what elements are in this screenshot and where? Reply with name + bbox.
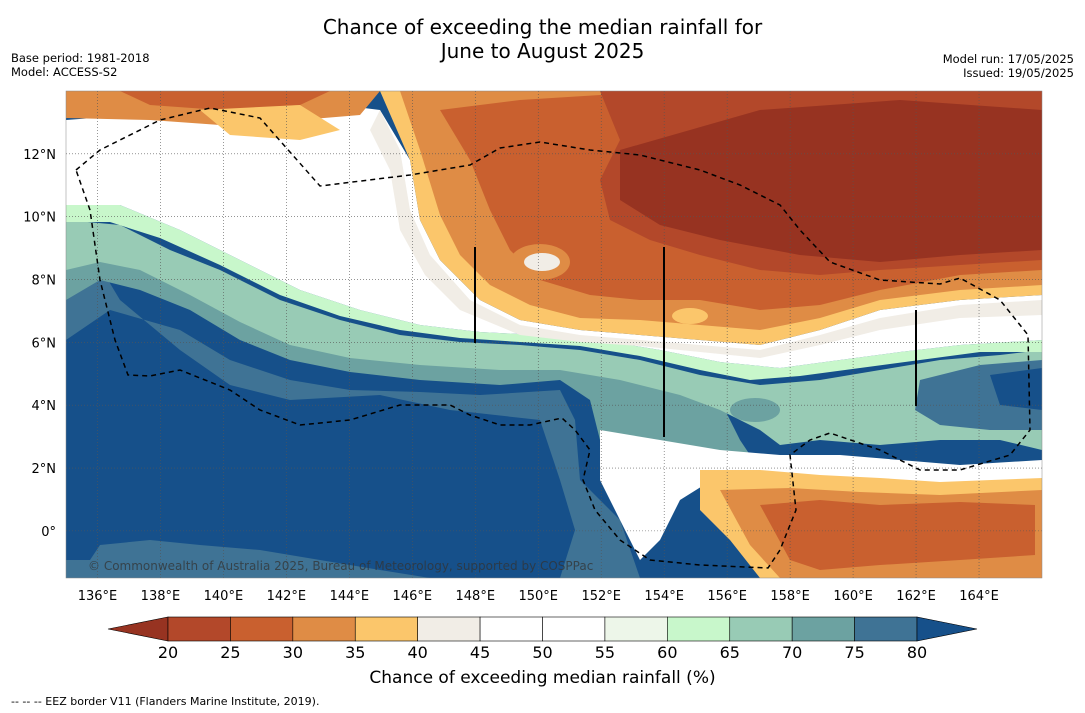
colorbar-tick-label: 40: [407, 643, 427, 662]
gridlines: [66, 91, 1042, 578]
lon-tick-label: 158°E: [770, 589, 810, 604]
colorbar-tick-label: 80: [907, 643, 927, 662]
lon-tick-label: 146°E: [393, 589, 433, 604]
lon-tick-label: 136°E: [78, 589, 118, 604]
map-title: Chance of exceeding the median rainfall …: [0, 15, 1085, 63]
lon-tick-label: 162°E: [896, 589, 936, 604]
colorbar-swatch: [417, 616, 481, 642]
colorbar-under-arrow: [107, 616, 169, 642]
contour-band-under: [620, 100, 1042, 262]
colorbar-tick-label: 30: [283, 643, 303, 662]
lon-tick-label: 164°E: [959, 589, 999, 604]
lon-tick-label: 144°E: [330, 589, 370, 604]
contour-band-50-south: [600, 430, 1042, 560]
colorbar-swatch: [604, 616, 668, 642]
colorbar-tick-label: 55: [595, 643, 615, 662]
colorbar-tick-label: 60: [657, 643, 677, 662]
lat-tick-label: 12°N: [23, 148, 56, 163]
lon-tick-label: 138°E: [141, 589, 181, 604]
colorbar-label: Chance of exceeding median rainfall (%): [369, 668, 716, 688]
colorbar-tick-label: 45: [470, 643, 490, 662]
colorbar-tick-label: 35: [345, 643, 365, 662]
colorbar-tick-label: 70: [782, 643, 802, 662]
lon-tick-label: 154°E: [644, 589, 684, 604]
lon-tick-label: 160°E: [833, 589, 873, 604]
colorbar-swatch: [667, 616, 731, 642]
lon-tick-label: 148°E: [456, 589, 496, 604]
latitude-labels: 12°N 10°N 8°N 6°N 4°N 2°N 0°: [23, 148, 56, 540]
colorbar-swatch: [791, 616, 855, 642]
contour-band-25-nw: [120, 91, 330, 110]
lat-tick-label: 10°N: [23, 211, 56, 226]
model-run-text: Model run: 17/05/2025: [942, 52, 1074, 66]
model-text: Model: ACCESS-S2: [11, 65, 118, 79]
colorbar-swatch: [542, 616, 606, 642]
colorbar-tick-label: 75: [844, 643, 864, 662]
colorbar-tick-label: 50: [532, 643, 552, 662]
lon-tick-label: 156°E: [707, 589, 747, 604]
lat-tick-label: 0°: [41, 525, 56, 540]
map-plot-area: © Commonwealth of Australia 2025, Bureau…: [66, 91, 1042, 578]
copyright-text: © Commonwealth of Australia 2025, Bureau…: [88, 559, 593, 573]
hotspot-inner: [524, 253, 560, 271]
lat-tick-label: 6°N: [32, 336, 57, 351]
eez-border: [75, 107, 1031, 569]
contour-band-80-east: [990, 368, 1042, 410]
lon-tick-label: 150°E: [518, 589, 558, 604]
contour-band-50: [66, 100, 1042, 368]
contour-band-75: [66, 210, 640, 578]
lon-tick-label: 142°E: [267, 589, 307, 604]
colorbar-swatch: [729, 616, 793, 642]
lat-tick-label: 4°N: [32, 399, 57, 414]
meta-right: Model run: 17/05/2025 Issued: 19/05/2025: [943, 52, 1074, 80]
title-line-1: Chance of exceeding the median rainfall …: [322, 15, 763, 39]
lat-tick-label: 8°N: [32, 274, 57, 289]
map-frame: [65, 90, 1043, 579]
colorbar-tick-label: 20: [158, 643, 178, 662]
contour-band-65: [66, 220, 1042, 450]
blue-patch: [730, 398, 780, 422]
colorbar-over-arrow: [916, 616, 978, 642]
colorbar-swatch: [230, 616, 294, 642]
colorbar-swatch: [167, 616, 231, 642]
hotspot-east: [672, 308, 708, 324]
issued-text: Issued: 19/05/2025: [963, 66, 1074, 80]
lon-tick-label: 152°E: [581, 589, 621, 604]
meta-left: Base period: 1981-2018 Model: ACCESS-S2: [11, 51, 150, 79]
longitude-labels: 136°E 138°E 140°E 142°E 144°E 146°E 148°E 150°E…: [78, 589, 999, 604]
colorbar-swatch: [292, 616, 356, 642]
contour-band-25-south: [760, 500, 1035, 570]
colorbar-swatch: [479, 616, 543, 642]
colorbar-swatch: [854, 616, 918, 642]
eez-footnote: -- -- -- EEZ border V11 (Flanders Marine…: [11, 695, 320, 708]
title-line-2: June to August 2025: [440, 39, 645, 63]
colorbar: 20 25 30 35 40 45 50 55 60 65 70 75 80: [107, 616, 978, 662]
colorbar-tick-label: 25: [220, 643, 240, 662]
lat-tick-label: 2°N: [32, 462, 57, 477]
colorbar-tick-label: 65: [720, 643, 740, 662]
lon-tick-label: 140°E: [204, 589, 244, 604]
base-period-text: Base period: 1981-2018: [11, 51, 150, 65]
colorbar-swatch: [354, 616, 418, 642]
